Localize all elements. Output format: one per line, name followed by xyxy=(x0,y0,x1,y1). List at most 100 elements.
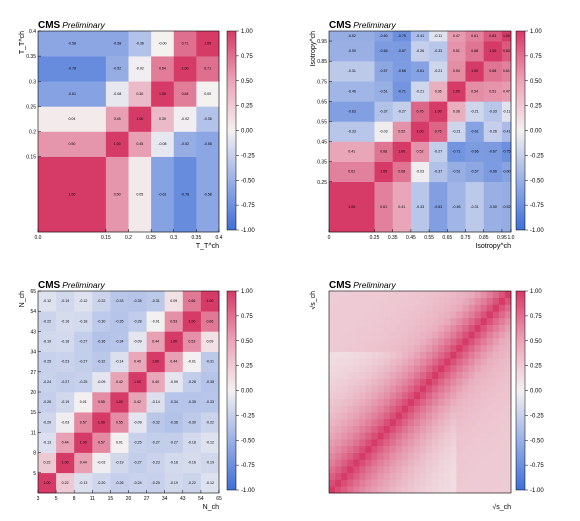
y-tick-label: 0.35 xyxy=(317,160,327,166)
cell-value-label: -0.37 xyxy=(434,170,442,174)
heatmap-cell xyxy=(335,418,342,426)
heatmap-cell xyxy=(146,351,165,373)
colorbar-tick-label: 0.75 xyxy=(241,54,253,60)
heatmap-cell xyxy=(383,459,390,467)
heatmap-cell xyxy=(341,486,348,494)
heatmap-cell xyxy=(492,331,500,339)
heatmap-cell xyxy=(498,439,506,447)
heatmap-cell xyxy=(474,358,481,366)
cell-value-label: -0.36 xyxy=(170,420,178,424)
heatmap-cell xyxy=(432,459,439,467)
heatmap-cell xyxy=(371,291,378,299)
heatmap-cell xyxy=(498,358,506,366)
heatmap-cell xyxy=(389,405,397,413)
heatmap-cell xyxy=(407,365,415,373)
cell-value-label: -0.13 xyxy=(79,481,87,485)
heatmap-cell xyxy=(56,432,75,453)
heatmap-cell xyxy=(182,331,202,352)
heatmap-cell xyxy=(450,351,457,359)
heatmap-cell xyxy=(498,304,506,312)
cell-value-label: -0.25 xyxy=(79,380,87,384)
cell-value-label: 1.00 xyxy=(206,299,213,303)
heatmap-cell xyxy=(401,338,409,346)
x-tick-label: 15 xyxy=(108,496,114,502)
heatmap-cell xyxy=(401,358,409,366)
heatmap-cell xyxy=(426,351,433,359)
heatmap-cell xyxy=(504,418,512,426)
heatmap-cell xyxy=(347,331,354,339)
heatmap-cell xyxy=(498,466,506,474)
heatmap-cell xyxy=(474,445,481,453)
heatmap-cell xyxy=(450,479,457,487)
heatmap-cell xyxy=(486,398,494,406)
colorbar-tick-label: -0.50 xyxy=(241,178,255,184)
heatmap-cell xyxy=(504,344,512,352)
heatmap-cell xyxy=(492,392,500,400)
cell-value-label: 1.00 xyxy=(188,319,195,323)
heatmap-cell xyxy=(450,385,457,393)
heatmap-cell xyxy=(498,445,506,453)
cell-value-label: -0.23 xyxy=(61,360,69,364)
heatmap-cell xyxy=(128,81,152,107)
heatmap-cell xyxy=(128,412,147,433)
heatmap-cell xyxy=(462,304,469,312)
heatmap-cell xyxy=(444,432,451,440)
cell-value-label: -0.37 xyxy=(379,109,387,113)
heatmap-cell xyxy=(420,297,427,305)
cell-value-label: -0.18 xyxy=(61,339,69,343)
heatmap-cell xyxy=(462,445,469,453)
cell-value-label: 1.00 xyxy=(98,420,105,424)
heatmap-cell xyxy=(444,398,451,406)
heatmap-cell xyxy=(492,351,500,359)
heatmap-cell xyxy=(128,472,147,494)
heatmap-cell xyxy=(501,101,512,122)
cell-value-label: -0.12 xyxy=(206,481,214,485)
heatmap-cell xyxy=(483,31,503,42)
heatmap-cell xyxy=(462,317,469,325)
cell-value-label: 0.52 xyxy=(398,129,405,133)
heatmap-cell xyxy=(371,385,378,393)
heatmap-cell xyxy=(492,459,500,467)
heatmap-cell xyxy=(365,297,372,305)
heatmap-cell xyxy=(438,371,445,379)
heatmap-cell xyxy=(426,445,433,453)
heatmap-cell xyxy=(383,425,390,433)
heatmap-cell xyxy=(474,466,481,474)
cell-value-label: -0.27 xyxy=(79,339,87,343)
heatmap-cell xyxy=(401,392,409,400)
heatmap-cell xyxy=(374,41,393,62)
cell-value-label: -0.31 xyxy=(206,360,214,364)
cell-value-label: -0.34 xyxy=(115,339,123,343)
heatmap-cell xyxy=(456,297,463,305)
heatmap-cell xyxy=(395,412,403,420)
heatmap-cell xyxy=(462,297,469,305)
heatmap-cell xyxy=(492,412,500,420)
cell-value-label: 1.00 xyxy=(348,205,355,209)
heatmap-cell xyxy=(462,344,469,352)
heatmap-cell xyxy=(377,418,384,426)
heatmap-cell xyxy=(196,156,220,233)
heatmap-cell xyxy=(347,425,354,433)
heatmap-cell xyxy=(462,486,469,494)
heatmap-cell xyxy=(432,479,439,487)
heatmap-cell xyxy=(92,452,111,474)
heatmap-cell xyxy=(353,466,360,474)
x-tick-label: 65 xyxy=(216,496,222,502)
heatmap-cell xyxy=(392,141,412,162)
cell-value-label: -0.26 xyxy=(43,400,51,404)
heatmap-cell xyxy=(407,385,415,393)
cell-value-label: -0.09 xyxy=(97,380,105,384)
heatmap-cell xyxy=(383,486,390,494)
experiment-label: CMS Preliminary xyxy=(38,280,105,291)
cell-value-label: -0.58 xyxy=(68,42,76,46)
cell-value-label: -0.18 xyxy=(170,461,178,465)
heatmap-cell xyxy=(395,324,403,332)
heatmap-cell xyxy=(420,392,427,400)
colorbar-tick-label: -0.50 xyxy=(241,438,255,444)
colorbar-tick-label: 1.00 xyxy=(530,29,542,35)
colorbar-tick-label: 0.25 xyxy=(530,364,542,370)
heatmap-cell xyxy=(504,459,512,467)
heatmap-cell xyxy=(474,351,481,359)
heatmap-cell xyxy=(389,459,397,467)
heatmap-cell xyxy=(377,324,384,332)
